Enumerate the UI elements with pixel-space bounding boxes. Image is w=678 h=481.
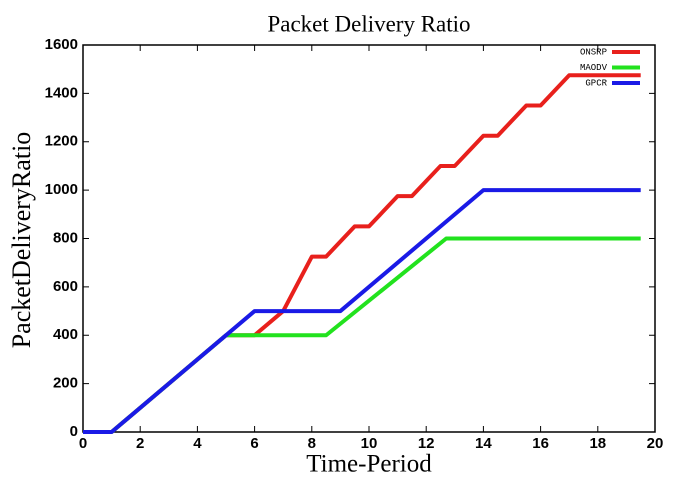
y-tick-label: 0 <box>70 423 78 440</box>
x-tick-label: 4 <box>193 435 202 452</box>
x-tick-label: 0 <box>79 435 87 452</box>
y-tick-label: 800 <box>53 229 78 246</box>
x-tick-label: 18 <box>589 435 606 452</box>
x-tick-label: 2 <box>136 435 144 452</box>
y-tick-label: 1600 <box>45 36 78 53</box>
y-tick-label: 400 <box>53 326 78 343</box>
x-tick-label: 6 <box>250 435 258 452</box>
y-axis-label: PacketDeliveryRatio <box>7 132 36 349</box>
chart-title: Packet Delivery Ratio <box>267 11 470 36</box>
y-tick-label: 600 <box>53 278 78 295</box>
y-tick-label: 1200 <box>45 133 78 150</box>
x-tick-label: 16 <box>532 435 549 452</box>
x-tick-label: 14 <box>475 435 492 452</box>
x-tick-label: 20 <box>647 435 664 452</box>
y-tick-label: 200 <box>53 375 78 392</box>
legend-label: MAODV <box>580 63 608 73</box>
y-tick-label: 1400 <box>45 84 78 101</box>
series-line <box>83 236 641 434</box>
series-line <box>83 73 641 434</box>
y-tick-label: 1000 <box>45 181 78 198</box>
x-axis-label: Time-Period <box>306 451 432 478</box>
x-tick-label: 8 <box>308 435 316 452</box>
legend-label: ONSRP <box>580 47 607 57</box>
series-line <box>83 188 641 434</box>
x-tick-label: 12 <box>418 435 435 452</box>
x-tick-label: 10 <box>361 435 378 452</box>
legend-label: GPCR <box>585 78 607 88</box>
